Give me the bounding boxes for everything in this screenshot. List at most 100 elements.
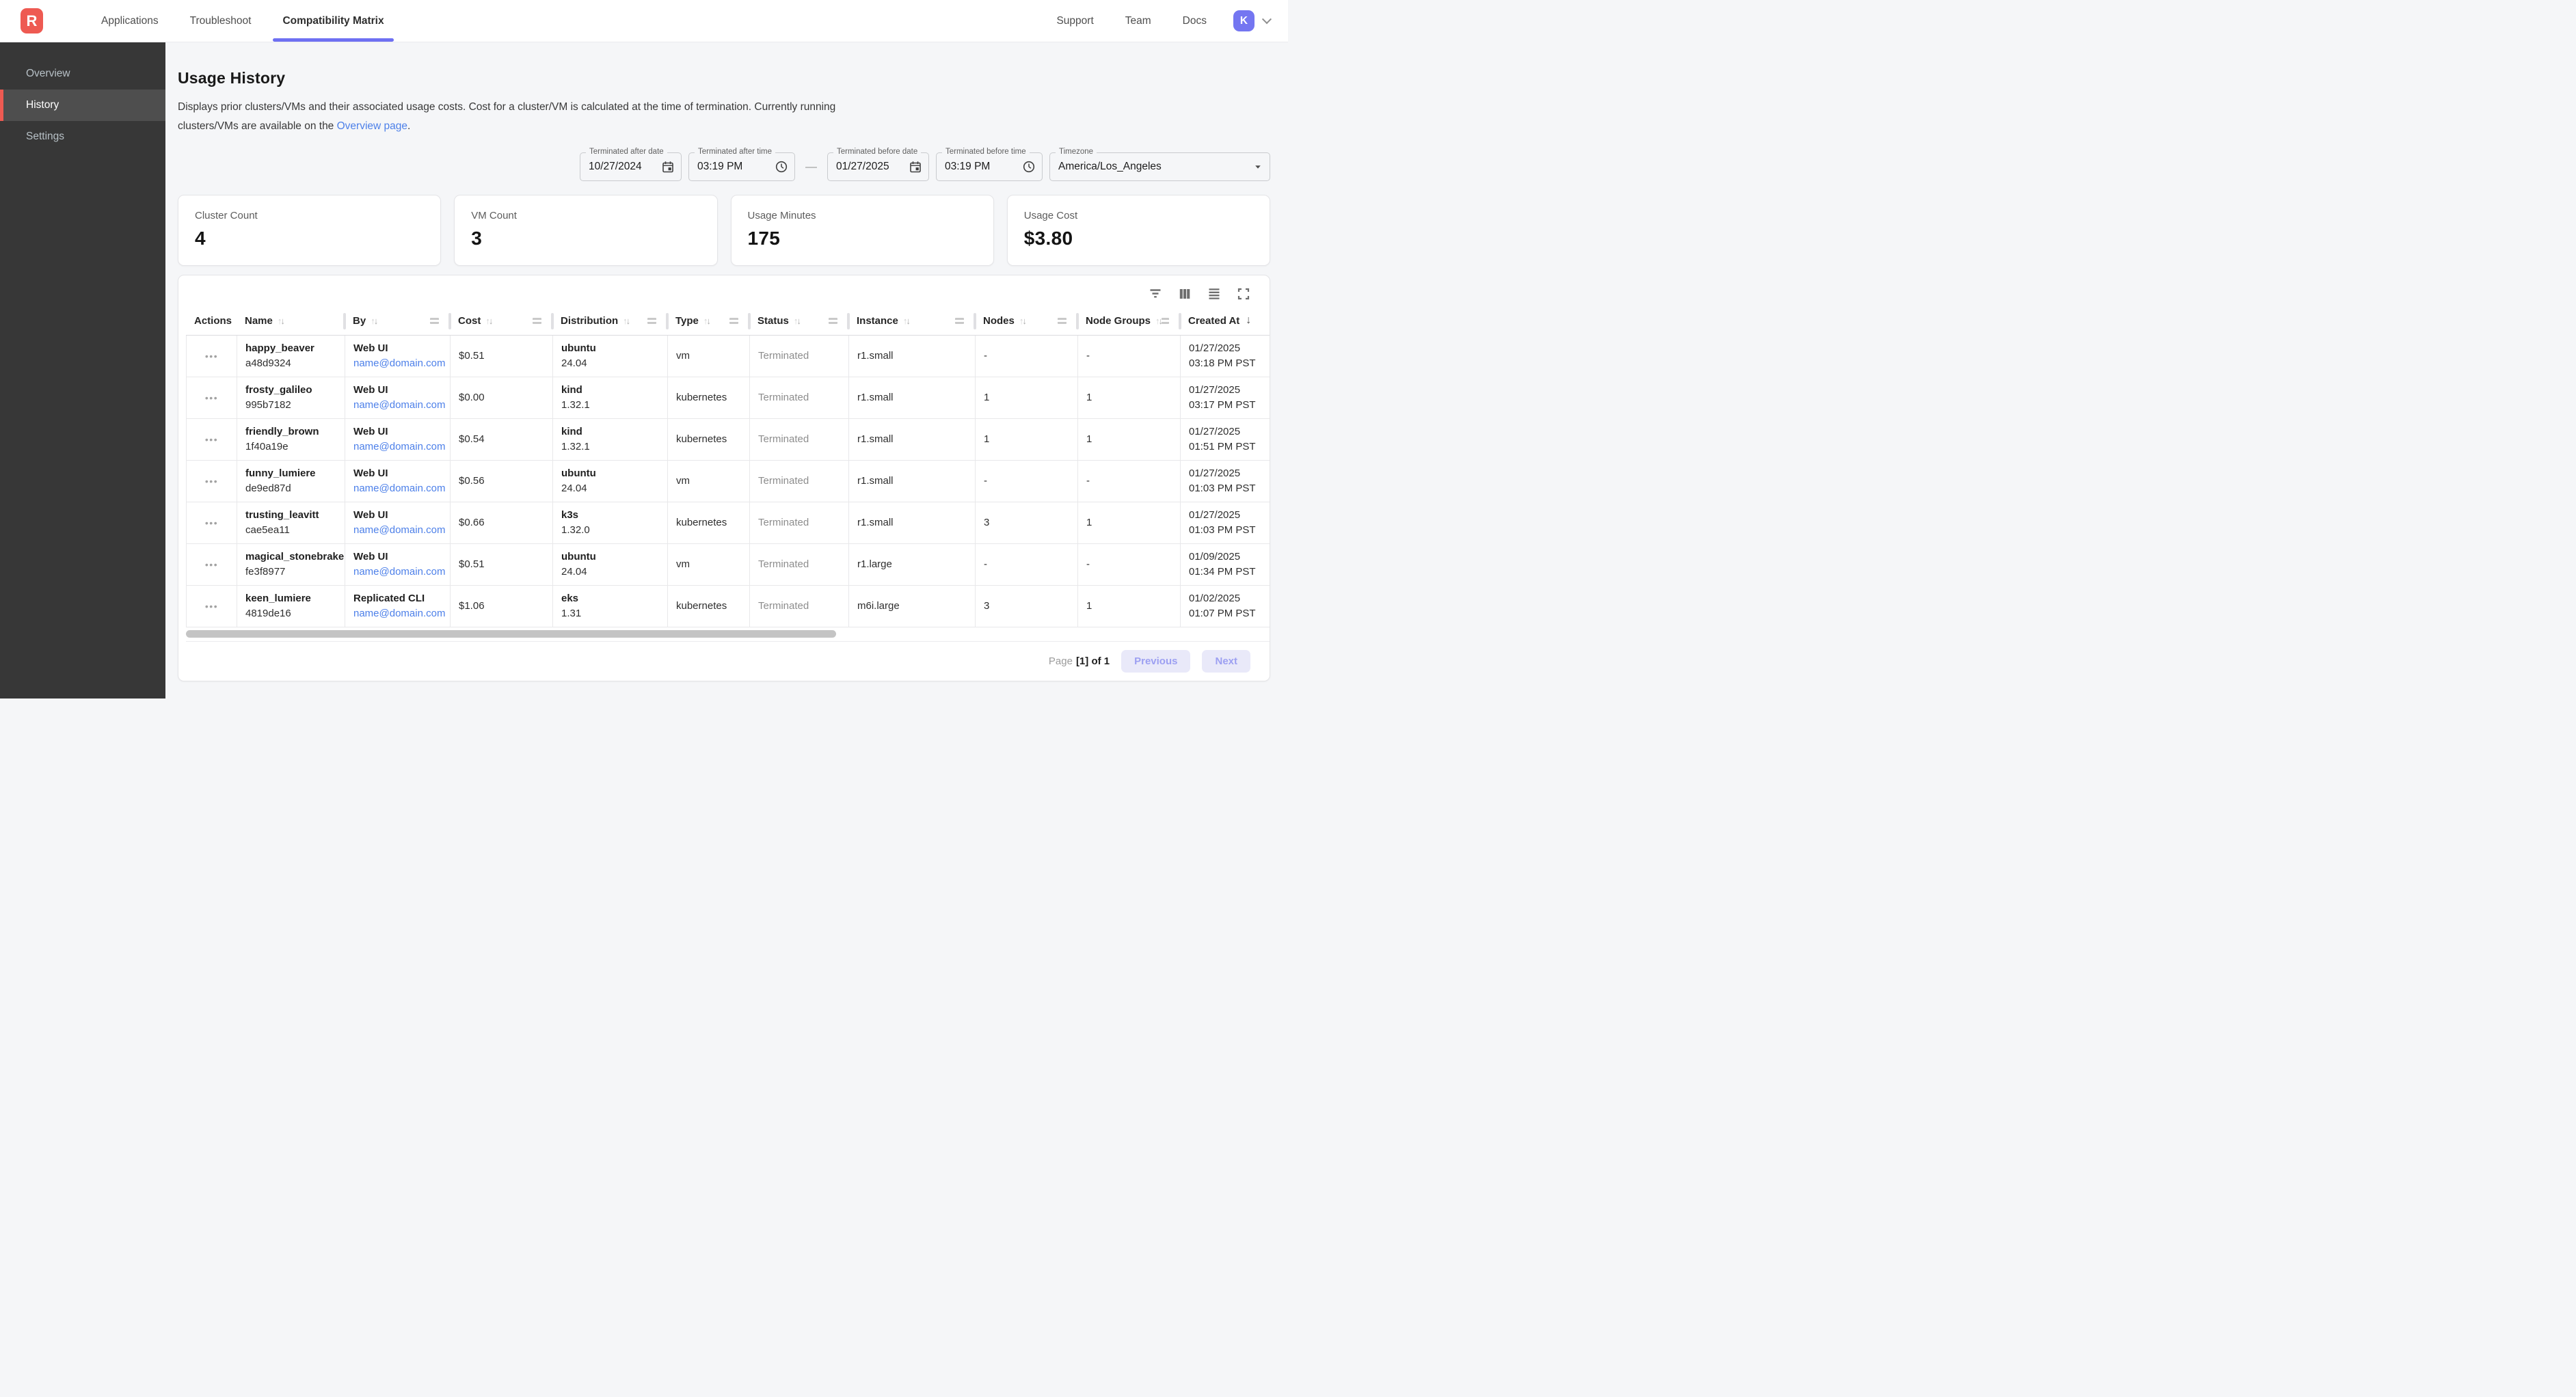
by-line1: Web UI bbox=[353, 342, 388, 355]
sort-icon[interactable]: ↑↓ bbox=[902, 315, 911, 326]
sort-desc-icon[interactable]: ↓ bbox=[1246, 314, 1252, 327]
more-horizontal-icon[interactable]: ••• bbox=[204, 433, 219, 445]
nav-tab-compatibility-matrix[interactable]: Compatibility Matrix bbox=[267, 0, 399, 42]
stat-card-usage-cost: Usage Cost $3.80 bbox=[1006, 194, 1270, 266]
account-menu-button[interactable]: K bbox=[1233, 0, 1272, 42]
cell-status: Terminated bbox=[750, 543, 849, 585]
columns-icon[interactable] bbox=[1178, 287, 1192, 301]
sort-icon[interactable]: ↑↓ bbox=[277, 315, 285, 326]
filter-timezone[interactable]: Timezone America/Los_Angeles bbox=[1049, 147, 1270, 181]
nav-link-team[interactable]: Team bbox=[1125, 14, 1151, 27]
column-separator[interactable] bbox=[343, 312, 346, 329]
density-icon[interactable] bbox=[1207, 287, 1221, 301]
table-row: ••• keen_lumiere 4819de16 Replicated CLI nam… bbox=[187, 585, 1270, 627]
filter-terminated-before-time[interactable]: Terminated before time 03:19 PM bbox=[936, 147, 1043, 181]
sort-icon[interactable]: ↑↓ bbox=[371, 315, 378, 326]
column-separator[interactable] bbox=[1075, 312, 1079, 329]
more-horizontal-icon[interactable]: ••• bbox=[204, 350, 219, 362]
previous-page-button[interactable]: Previous bbox=[1121, 649, 1191, 673]
filter-value: 10/27/2024 bbox=[589, 160, 642, 172]
cost-value: $0.56 bbox=[459, 475, 485, 487]
user-email-link[interactable]: name@domain.com bbox=[353, 566, 446, 578]
nav-link-support[interactable]: Support bbox=[1056, 14, 1094, 27]
sort-icon[interactable]: ↑↓ bbox=[485, 315, 493, 326]
filter-label: Terminated after date bbox=[586, 147, 667, 156]
cell-cost: $0.00 bbox=[451, 377, 553, 418]
column-header-node_groups[interactable]: Node Groups ↑↓ bbox=[1077, 307, 1181, 335]
overview-page-link[interactable]: Overview page bbox=[336, 120, 408, 132]
sort-icon[interactable]: ↑↓ bbox=[1155, 315, 1163, 326]
user-email-link[interactable]: name@domain.com bbox=[353, 483, 446, 495]
by-line1: Web UI bbox=[353, 426, 388, 438]
nav-link-docs[interactable]: Docs bbox=[1182, 14, 1207, 27]
user-email-link[interactable]: name@domain.com bbox=[353, 608, 446, 620]
sort-icon[interactable]: ↑↓ bbox=[623, 315, 630, 326]
column-menu-icon[interactable] bbox=[430, 317, 439, 324]
column-separator[interactable] bbox=[550, 312, 554, 329]
column-separator[interactable] bbox=[747, 312, 751, 329]
filter-terminated-after-time[interactable]: Terminated after time 03:19 PM bbox=[688, 147, 795, 181]
column-header-by[interactable]: By ↑↓ bbox=[345, 307, 451, 335]
column-separator[interactable] bbox=[665, 312, 669, 329]
column-label: Name bbox=[245, 314, 273, 327]
column-separator[interactable] bbox=[973, 312, 976, 329]
nav-tab-troubleshoot[interactable]: Troubleshoot bbox=[189, 14, 252, 27]
chevron-down-icon bbox=[1261, 14, 1272, 24]
column-header-actions: Actions bbox=[186, 307, 237, 335]
fullscreen-icon[interactable] bbox=[1237, 287, 1250, 301]
user-email-link[interactable]: name@domain.com bbox=[353, 441, 446, 453]
column-separator[interactable] bbox=[1178, 312, 1181, 329]
column-menu-icon[interactable] bbox=[729, 317, 738, 324]
sort-icon[interactable]: ↑↓ bbox=[1019, 315, 1027, 326]
secondary-nav-links: Support Team Docs bbox=[1041, 0, 1222, 42]
column-menu-icon[interactable] bbox=[1162, 317, 1169, 324]
next-page-button[interactable]: Next bbox=[1202, 649, 1250, 673]
created_at-line2: 01:07 PM PST bbox=[1189, 608, 1256, 620]
more-horizontal-icon[interactable]: ••• bbox=[204, 517, 219, 528]
page-info: [1] of 1 bbox=[1075, 655, 1110, 667]
column-header-type[interactable]: Type ↑↓ bbox=[667, 307, 751, 335]
filter-icon[interactable] bbox=[1149, 287, 1162, 301]
sort-icon[interactable]: ↑↓ bbox=[703, 315, 711, 326]
distribution-line2: 24.04 bbox=[561, 566, 587, 578]
user-email-link[interactable]: name@domain.com bbox=[353, 357, 446, 370]
replicated-logo[interactable]: R bbox=[21, 8, 43, 33]
column-header-created_at[interactable]: Created At ↓ bbox=[1180, 307, 1270, 335]
sidebar-item-overview[interactable]: Overview bbox=[26, 68, 70, 79]
more-horizontal-icon[interactable]: ••• bbox=[204, 392, 219, 403]
horizontal-scrollbar-thumb[interactable] bbox=[186, 630, 836, 638]
column-header-status[interactable]: Status ↑↓ bbox=[749, 307, 850, 335]
filter-terminated-before-date[interactable]: Terminated before date 01/27/2025 bbox=[827, 147, 929, 181]
column-menu-icon[interactable] bbox=[829, 317, 837, 324]
column-menu-icon[interactable] bbox=[955, 317, 964, 324]
more-horizontal-icon[interactable]: ••• bbox=[204, 475, 219, 487]
table-row: ••• trusting_leavitt cae5ea11 Web UI name@do… bbox=[187, 502, 1270, 544]
sidebar-item-settings[interactable]: Settings bbox=[26, 131, 65, 142]
column-menu-icon[interactable] bbox=[533, 317, 541, 324]
column-menu-icon[interactable] bbox=[647, 317, 656, 324]
sort-icon[interactable]: ↑↓ bbox=[793, 315, 801, 326]
column-menu-icon[interactable] bbox=[1058, 317, 1066, 324]
name-line2: 1f40a19e bbox=[245, 441, 289, 453]
user-email-link[interactable]: name@domain.com bbox=[353, 399, 446, 411]
table-row: ••• magical_stonebraker fe3f8977 Web UI name… bbox=[187, 543, 1270, 586]
user-email-link[interactable]: name@domain.com bbox=[353, 524, 446, 537]
sidebar-item-history[interactable]: History bbox=[0, 90, 165, 121]
column-header-cost[interactable]: Cost ↑↓ bbox=[450, 307, 554, 335]
status-value: Terminated bbox=[758, 433, 809, 446]
more-horizontal-icon[interactable]: ••• bbox=[204, 558, 219, 570]
filter-terminated-after-date[interactable]: Terminated after date 10/27/2024 bbox=[580, 147, 682, 181]
created_at-line1: 01/27/2025 bbox=[1189, 467, 1241, 480]
column-header-distribution[interactable]: Distribution ↑↓ bbox=[552, 307, 669, 335]
column-separator[interactable] bbox=[448, 312, 451, 329]
cell-status: Terminated bbox=[750, 418, 849, 460]
nav-tab-applications[interactable]: Applications bbox=[101, 14, 159, 27]
cell-distribution: ubuntu 24.04 bbox=[553, 460, 668, 502]
column-separator[interactable] bbox=[846, 312, 850, 329]
column-header-name[interactable]: Name ↑↓ bbox=[237, 307, 346, 335]
more-horizontal-icon[interactable]: ••• bbox=[204, 600, 219, 612]
created_at-line2: 01:51 PM PST bbox=[1189, 441, 1256, 453]
column-header-nodes[interactable]: Nodes ↑↓ bbox=[975, 307, 1079, 335]
distribution-line1: kind bbox=[561, 384, 582, 396]
column-header-instance[interactable]: Instance ↑↓ bbox=[848, 307, 976, 335]
